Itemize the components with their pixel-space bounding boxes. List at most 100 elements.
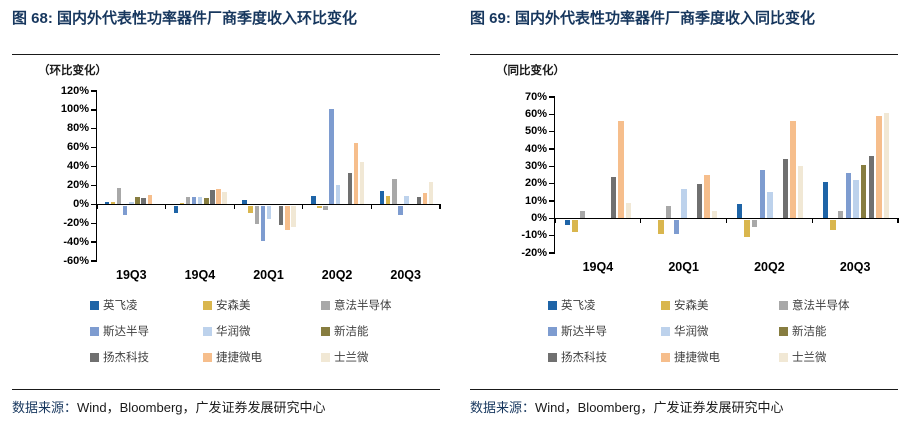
bar-新洁能-19Q4: [204, 197, 209, 205]
legend-swatch: [203, 352, 212, 362]
legend-item-英飞凌: 英飞凌: [90, 297, 195, 313]
legend-label: 士兰微: [792, 352, 827, 364]
legend-swatch: [90, 300, 99, 310]
bar-意法半导体-19Q4: [579, 211, 586, 219]
x-category-label: 20Q1: [668, 260, 699, 274]
y-tick-mark: [91, 90, 97, 92]
y-tick-label: -20%: [63, 216, 89, 229]
legend-swatch: [321, 326, 330, 336]
bar-英飞凌-19Q3: [104, 201, 110, 205]
chart-68-legend: 英飞凌 安森美 意法半导体 斯达半导 华润微 新洁能 扬杰科技 捷捷微电 士兰微: [90, 297, 430, 365]
bar-捷捷微电-20Q1: [704, 175, 710, 219]
bar-捷捷微电-19Q4: [618, 121, 624, 219]
legend-swatch: [661, 326, 670, 336]
x-category-label: 19Q4: [582, 260, 614, 274]
bar-士兰微-20Q2: [360, 161, 365, 205]
bar-华润微-20Q3: [853, 180, 859, 219]
legend-item-扬杰科技: 扬杰科技: [90, 349, 195, 365]
y-tick-label: 30%: [524, 159, 547, 172]
legend-label: 意法半导体: [334, 300, 392, 312]
bar-意法半导体-19Q3: [116, 188, 122, 205]
legend-label: 士兰微: [334, 352, 369, 364]
legend-item-斯达半导: 斯达半导: [90, 323, 195, 339]
y-tick-label: 10%: [524, 194, 547, 207]
bar-华润微-20Q1: [681, 188, 687, 219]
legend-item-士兰微: 士兰微: [321, 349, 446, 365]
bar-扬杰科技-20Q3: [868, 155, 875, 219]
y-tick-label: 80%: [66, 122, 89, 135]
y-axis-unit-label: （同比变化）: [496, 65, 565, 77]
legend-item-华润微: 华润微: [203, 323, 313, 339]
chart-68-plot: 120% 100% 80% 60% 40% 20% 0% -20% -40% -60% 19Q3 19…: [61, 85, 441, 282]
y-tick-mark: [91, 128, 97, 130]
legend-item-安森美: 安森美: [661, 297, 771, 313]
bar-英飞凌-19Q4: [173, 205, 178, 214]
bar-捷捷微电-19Q4: [216, 189, 221, 205]
y-tick-mark: [91, 146, 97, 149]
bar-士兰微-20Q3: [883, 112, 890, 219]
legend-item-华润微: 华润微: [661, 323, 771, 339]
legend-label: 捷捷微电: [216, 352, 262, 364]
x-tick-mark: [370, 204, 373, 210]
y-tick-label: 60%: [66, 141, 89, 154]
x-category-label: 20Q1: [253, 268, 284, 282]
legend-swatch: [203, 300, 212, 310]
bar-英飞凌-20Q3: [379, 191, 385, 205]
x-category-label: 20Q3: [390, 268, 421, 282]
x-category-label: 20Q3: [839, 260, 871, 274]
y-tick-mark: [91, 165, 97, 168]
bar-意法半导体-20Q2: [751, 219, 758, 227]
bar-捷捷微电-20Q2: [353, 142, 359, 205]
legend-swatch: [321, 300, 330, 310]
legend-item-意法半导体: 意法半导体: [321, 297, 446, 313]
y-tick-mark: [549, 182, 555, 185]
bar-安森美-20Q2: [744, 219, 750, 238]
legend-swatch: [548, 326, 557, 336]
legend-item-扬杰科技: 扬杰科技: [548, 349, 653, 365]
y-tick-label: 70%: [524, 90, 547, 103]
bar-士兰微-19Q4: [222, 192, 227, 205]
chart-68-area: （环比变化） 120% 100% 80% 60% 40% 20% 0% -20% -40% -60…: [12, 55, 441, 291]
legend-swatch: [779, 300, 788, 310]
bar-扬杰科技-20Q1: [279, 205, 284, 225]
y-tick-mark: [91, 222, 97, 224]
x-axis-line: [97, 203, 440, 206]
legend-label: 捷捷微电: [674, 352, 720, 364]
bar-捷捷微电-20Q1: [285, 205, 290, 231]
chart-69-plot: 70% 60% 50% 40% 30% 20% 10% 0% -10% -20% 19Q4 20Q1 2…: [521, 91, 899, 274]
bar-意法半导体-20Q1: [254, 205, 259, 224]
y-tick-mark: [549, 96, 555, 98]
bar-士兰微-20Q1: [711, 211, 718, 219]
legend-item-意法半导体: 意法半导体: [779, 297, 904, 313]
bar-扬杰科技-19Q4: [210, 190, 215, 205]
y-tick-mark: [91, 184, 97, 187]
y-tick-mark: [549, 200, 555, 202]
legend-label: 英飞凌: [561, 300, 596, 312]
bar-安森美-19Q3: [110, 202, 116, 205]
bar-英飞凌-20Q1: [242, 199, 247, 205]
bar-安森美-19Q4: [572, 219, 578, 233]
y-tick-label: -60%: [63, 254, 89, 267]
y-tick-label: 60%: [524, 107, 547, 120]
legend-swatch: [321, 352, 330, 362]
bar-华润微-20Q2: [767, 192, 773, 219]
bar-新洁能-20Q3: [860, 164, 867, 219]
y-tick-mark: [549, 113, 555, 116]
legend-swatch: [548, 300, 557, 310]
bar-英飞凌-20Q3: [822, 181, 829, 219]
legend-swatch: [90, 326, 99, 336]
y-tick-mark: [91, 241, 97, 243]
legend-label: 安森美: [216, 300, 251, 312]
bar-捷捷微电-19Q3: [147, 194, 152, 205]
bar-华润微-20Q3: [404, 195, 409, 205]
legend-swatch: [779, 326, 788, 336]
legend-item-捷捷微电: 捷捷微电: [203, 349, 313, 365]
legend-item-捷捷微电: 捷捷微电: [661, 349, 771, 365]
panel-chart-69: 图 69: 国内外代表性功率器件厂商季度收入同比变化 （同比变化） 70% 60%…: [458, 0, 908, 422]
legend-label: 华润微: [674, 326, 709, 338]
legend-item-士兰微: 士兰微: [779, 349, 904, 365]
bar-意法半导体-19Q4: [185, 196, 191, 205]
bar-斯达半导-20Q3: [398, 205, 403, 216]
bar-扬杰科技-20Q1: [696, 183, 703, 219]
